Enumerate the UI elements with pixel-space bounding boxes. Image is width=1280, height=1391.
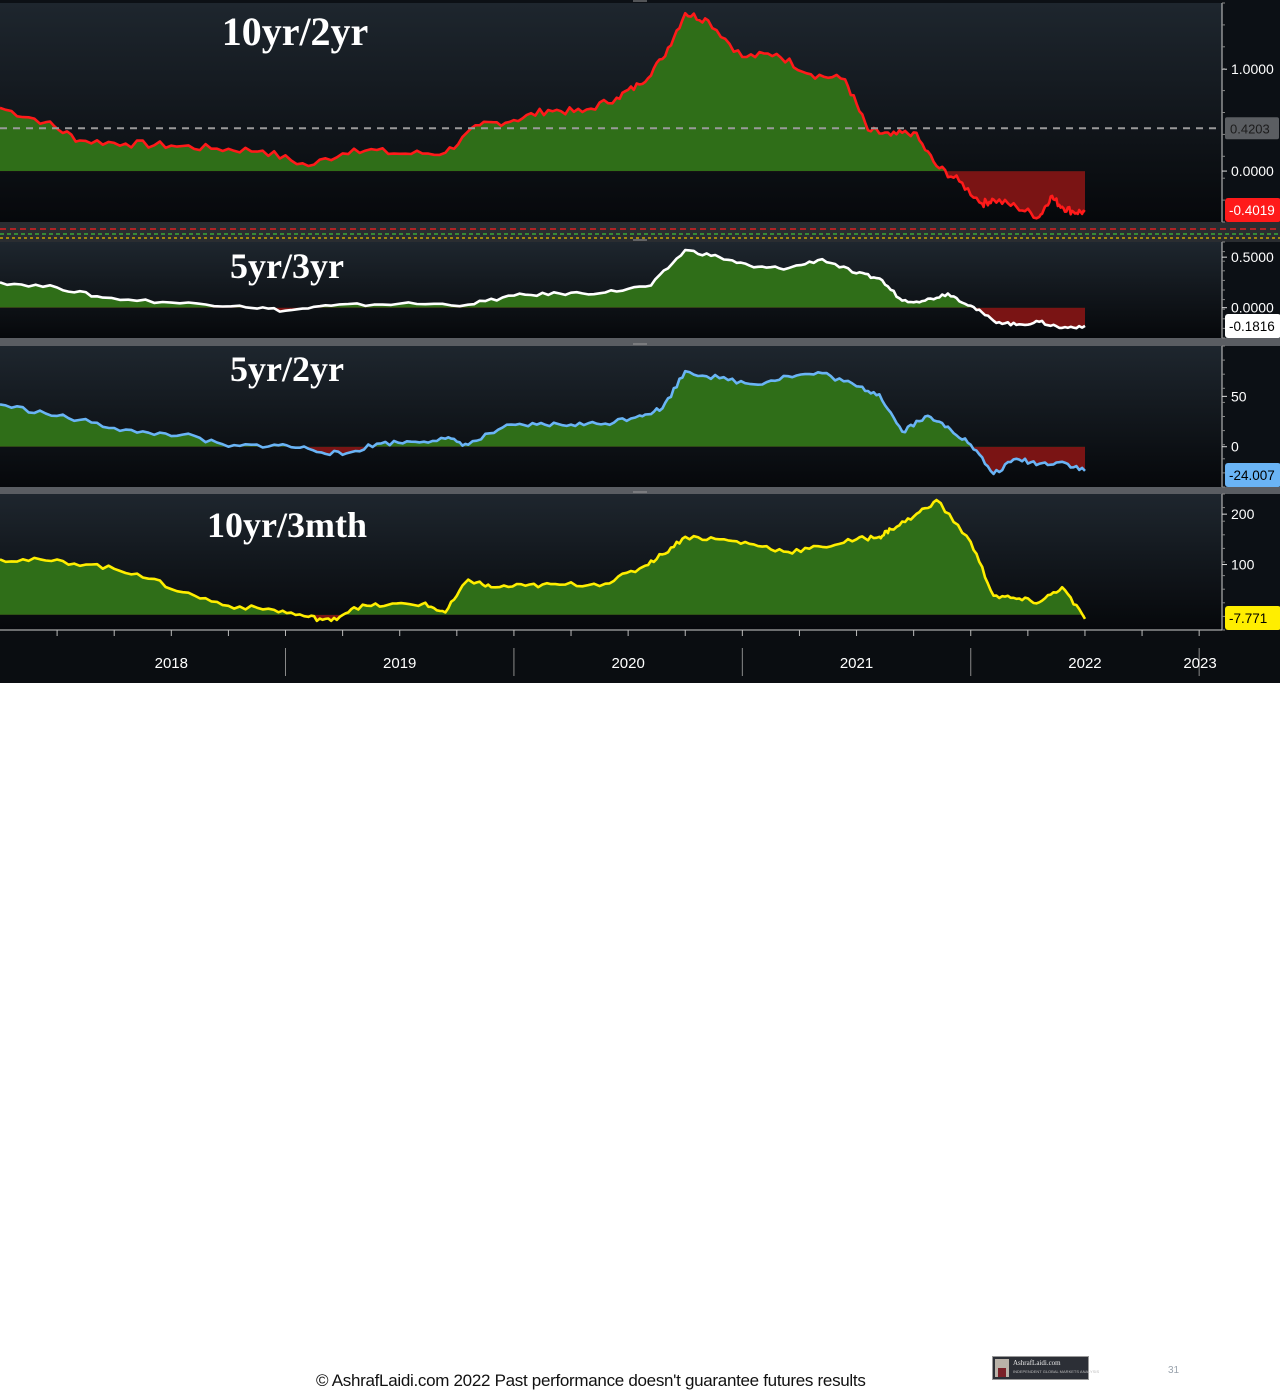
panel-separator (0, 338, 1280, 346)
last-value-badge (1225, 314, 1280, 338)
reference-badge (1225, 117, 1279, 140)
panel-separator (0, 222, 1280, 242)
series-line (0, 369, 1086, 476)
footer: © AshrafLaidi.com 2022 Past performance … (0, 683, 1280, 1390)
x-axis-strip (0, 630, 1280, 683)
panel-background (0, 346, 1222, 487)
series-area-negative (0, 171, 1085, 219)
last-value-badge (1225, 198, 1280, 222)
page-number: 31 (1168, 1365, 1180, 1376)
ashraflaidi-logo: AshrafLaidi.com INDEPENDENT GLOBAL MARKE… (992, 1356, 1099, 1380)
y-tick-label: 0.0000 (1231, 163, 1274, 179)
last-value-badge (1225, 606, 1280, 630)
y-tick-label: 0.5000 (1231, 249, 1274, 265)
x-tick-label: 2021 (840, 655, 873, 672)
series-area-positive (0, 371, 1085, 447)
last-value-badge-text: -0.4019 (1229, 203, 1275, 218)
y-tick-label: 0 (1231, 439, 1239, 455)
last-value-badge (1225, 463, 1280, 487)
series-line (0, 248, 1086, 330)
series-area-positive (0, 500, 1083, 615)
chart-stage: 0.4203 1.0000 0.0000 -0.4019 10yr/2yr 0.5000 0… (0, 0, 1280, 683)
reference-badge-text: 0.4203 (1230, 121, 1270, 136)
series-area-negative (261, 446, 1085, 474)
series-line (0, 11, 1086, 220)
x-tick-label: 2019 (383, 655, 416, 672)
panel-title: 10yr/3mth (207, 505, 367, 545)
logo-text: AshrafLaidi.com (1013, 1359, 1061, 1367)
series-area-positive (0, 13, 946, 172)
y-tick-label: 0.0000 (1231, 300, 1274, 316)
copyright-text: © AshrafLaidi.com 2022 Past performance … (316, 1371, 866, 1390)
logo-subtext: INDEPENDENT GLOBAL MARKETS ANALYSIS (1013, 1369, 1100, 1374)
x-tick-label: 2020 (611, 655, 644, 672)
y-tick-label: 100 (1231, 557, 1255, 573)
panel-separator (0, 487, 1280, 494)
last-value-badge-text: -24.007 (1229, 468, 1275, 483)
series-line (0, 498, 1087, 623)
yield-spread-chart: 0.4203 1.0000 0.0000 -0.4019 10yr/2yr 0.5000 0… (0, 0, 1280, 683)
last-value-badge-text: -0.1816 (1229, 319, 1275, 334)
x-tick-label: 2018 (155, 655, 188, 672)
x-tick-label: 2023 (1183, 655, 1216, 672)
y-tick-label: 200 (1231, 506, 1255, 522)
panel-title: 5yr/2yr (230, 349, 344, 389)
panel-title: 10yr/2yr (222, 9, 369, 54)
last-value-badge-text: -7.771 (1229, 611, 1267, 626)
logo-portrait-icon (995, 1359, 1009, 1377)
y-tick-label: 1.0000 (1231, 61, 1274, 77)
y-tick-label: 50 (1231, 388, 1247, 404)
x-tick-label: 2022 (1068, 655, 1101, 672)
series-area-positive (0, 250, 975, 308)
panel-title: 5yr/3yr (230, 246, 344, 286)
